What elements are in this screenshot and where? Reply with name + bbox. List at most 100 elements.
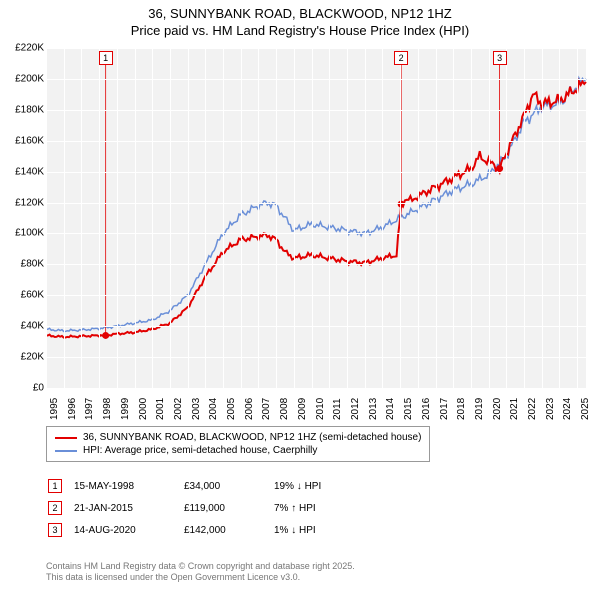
gridline-v [64, 48, 65, 388]
x-tick-label: 2011 [332, 398, 343, 420]
gridline-h [46, 233, 586, 234]
y-tick-label: £120K [4, 197, 44, 208]
gridline-v [329, 48, 330, 388]
gridline-v [365, 48, 366, 388]
gridline-v [400, 48, 401, 388]
gridline-v [294, 48, 295, 388]
event-marker-box: 1 [99, 51, 113, 65]
gridline-h [46, 357, 586, 358]
gridline-v [170, 48, 171, 388]
x-tick-label: 2021 [509, 398, 520, 420]
plot-area [46, 48, 586, 388]
series-price_paid [46, 81, 586, 337]
x-tick-label: 2015 [403, 398, 414, 420]
x-tick-label: 2001 [155, 398, 166, 420]
y-tick-label: £0 [4, 383, 44, 394]
legend-item: 36, SUNNYBANK ROAD, BLACKWOOD, NP12 1HZ … [55, 431, 421, 444]
event-row-marker: 2 [48, 501, 62, 515]
footer-attribution: Contains HM Land Registry data © Crown c… [46, 561, 355, 584]
gridline-v [99, 48, 100, 388]
events-table: 115-MAY-1998£34,00019% ↓ HPI221-JAN-2015… [46, 474, 366, 542]
event-marker-box: 2 [394, 51, 408, 65]
event-date: 21-JAN-2015 [74, 503, 184, 514]
x-tick-label: 2003 [191, 398, 202, 420]
gridline-v [418, 48, 419, 388]
x-tick-label: 2005 [226, 398, 237, 420]
series-hpi [46, 78, 586, 331]
title-line2: Price paid vs. HM Land Registry's House … [0, 23, 600, 40]
x-tick-label: 1999 [120, 398, 131, 420]
x-tick-label: 2007 [261, 398, 272, 420]
x-tick-label: 2004 [208, 398, 219, 420]
event-date: 14-AUG-2020 [74, 525, 184, 536]
gridline-h [46, 326, 586, 327]
event-row-marker: 1 [48, 479, 62, 493]
gridline-v [506, 48, 507, 388]
x-tick-label: 2024 [562, 398, 573, 420]
x-tick-label: 2025 [580, 398, 591, 420]
event-delta: 1% ↓ HPI [274, 525, 364, 536]
y-tick-label: £140K [4, 166, 44, 177]
event-date: 15-MAY-1998 [74, 481, 184, 492]
x-tick-label: 2016 [421, 398, 432, 420]
x-tick-label: 2010 [315, 398, 326, 420]
event-row-marker: 3 [48, 523, 62, 537]
gridline-v [188, 48, 189, 388]
x-tick-label: 2006 [244, 398, 255, 420]
x-tick-label: 1997 [84, 398, 95, 420]
x-tick-label: 2014 [385, 398, 396, 420]
legend-item: HPI: Average price, semi-detached house,… [55, 444, 421, 457]
x-tick-label: 1998 [102, 398, 113, 420]
gridline-v [471, 48, 472, 388]
legend-label: 36, SUNNYBANK ROAD, BLACKWOOD, NP12 1HZ … [83, 432, 421, 443]
event-dot [102, 332, 109, 339]
y-tick-label: £200K [4, 73, 44, 84]
gridline-v [117, 48, 118, 388]
gridline-v [577, 48, 578, 388]
event-delta: 19% ↓ HPI [274, 481, 364, 492]
x-tick-label: 1996 [67, 398, 78, 420]
gridline-h [46, 172, 586, 173]
x-tick-label: 2013 [368, 398, 379, 420]
gridline-h [46, 264, 586, 265]
x-tick-label: 2019 [474, 398, 485, 420]
footer-line1: Contains HM Land Registry data © Crown c… [46, 561, 355, 573]
gridline-v [223, 48, 224, 388]
legend: 36, SUNNYBANK ROAD, BLACKWOOD, NP12 1HZ … [46, 426, 430, 462]
gridline-v [135, 48, 136, 388]
footer-line2: This data is licensed under the Open Gov… [46, 572, 355, 584]
x-tick-label: 2018 [456, 398, 467, 420]
y-tick-label: £20K [4, 352, 44, 363]
gridline-v [436, 48, 437, 388]
gridline-h [46, 141, 586, 142]
gridline-v [276, 48, 277, 388]
gridline-v [559, 48, 560, 388]
y-tick-label: £60K [4, 290, 44, 301]
event-row: 115-MAY-1998£34,00019% ↓ HPI [48, 476, 364, 496]
gridline-v [46, 48, 47, 388]
gridline-v [524, 48, 525, 388]
legend-label: HPI: Average price, semi-detached house,… [83, 445, 317, 456]
gridline-h [46, 295, 586, 296]
gridline-h [46, 48, 586, 49]
legend-swatch [55, 437, 77, 439]
gridline-v [347, 48, 348, 388]
event-marker-box: 3 [493, 51, 507, 65]
y-tick-label: £100K [4, 228, 44, 239]
gridline-v [205, 48, 206, 388]
gridline-h [46, 110, 586, 111]
y-tick-label: £160K [4, 135, 44, 146]
series-svg [46, 48, 586, 388]
y-tick-label: £220K [4, 43, 44, 54]
x-tick-label: 2017 [439, 398, 450, 420]
gridline-h [46, 388, 586, 389]
x-tick-label: 2023 [545, 398, 556, 420]
gridline-v [453, 48, 454, 388]
gridline-v [542, 48, 543, 388]
gridline-h [46, 203, 586, 204]
gridline-v [382, 48, 383, 388]
event-row: 314-AUG-2020£142,0001% ↓ HPI [48, 520, 364, 540]
y-tick-label: £180K [4, 104, 44, 115]
legend-swatch [55, 450, 77, 452]
x-tick-label: 2009 [297, 398, 308, 420]
